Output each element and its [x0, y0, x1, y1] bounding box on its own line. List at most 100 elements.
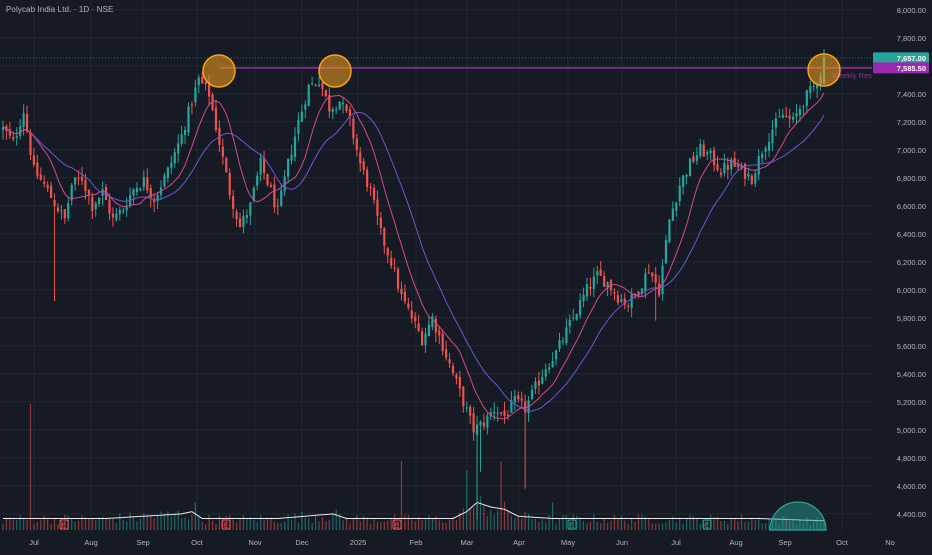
- candle-body: [283, 176, 286, 192]
- volume-bar: [77, 520, 80, 530]
- candle: [802, 104, 805, 117]
- volume-bar: [376, 521, 379, 530]
- candle: [379, 212, 382, 235]
- volume-bar: [490, 510, 492, 530]
- candle-body: [43, 181, 46, 184]
- volume-bar: [455, 519, 458, 530]
- exchange-label: NSE: [96, 5, 114, 14]
- y-tick-label: 7,400.00: [897, 90, 926, 99]
- ma-fast-line: [2, 92, 825, 420]
- candle: [441, 329, 444, 356]
- x-tick-label: Sep: [778, 538, 791, 547]
- candle-body: [661, 265, 664, 295]
- candle-body: [675, 202, 678, 211]
- candle-body: [558, 340, 561, 349]
- volume-bar: [12, 519, 14, 530]
- candle: [383, 226, 386, 254]
- candle-body: [53, 200, 56, 207]
- volume-bar: [806, 517, 808, 530]
- resistance-label: Weekly Resistance: [832, 71, 896, 80]
- candle-body: [242, 215, 245, 228]
- volume-bar: [734, 518, 736, 530]
- candle: [599, 260, 602, 276]
- y-tick-label: 4,400.00: [897, 510, 926, 519]
- candle: [548, 363, 551, 374]
- volume-bar: [187, 519, 190, 530]
- volume-bar: [510, 515, 513, 530]
- candle-body: [441, 333, 444, 352]
- candle: [317, 76, 321, 88]
- candle: [153, 193, 156, 212]
- volume-bar: [40, 520, 42, 530]
- candle-body: [70, 184, 73, 201]
- y-tick-label: 8,000.00: [897, 6, 926, 15]
- volume-bar: [744, 522, 746, 530]
- volume-bar: [459, 512, 461, 530]
- chart-title: Polycab India Ltd. · 1D · NSE: [6, 5, 113, 14]
- candle: [214, 99, 218, 133]
- candle-body: [300, 111, 303, 122]
- volume-highlight-circle: [769, 501, 827, 531]
- candle-body: [84, 180, 87, 192]
- price-axis-bg: [872, 0, 932, 550]
- x-tick-label: Jul: [671, 538, 681, 547]
- candle: [671, 201, 674, 221]
- candle-body: [359, 152, 362, 164]
- volume-bar: [703, 521, 705, 530]
- candle-body: [60, 210, 63, 212]
- earnings-marker: E: [702, 519, 712, 530]
- volume-bar: [253, 519, 255, 530]
- candle-body: [80, 176, 84, 181]
- candle: [256, 171, 259, 191]
- candle-body: [798, 108, 802, 116]
- candle-body: [778, 116, 781, 118]
- candle: [740, 162, 743, 171]
- volume-bar: [531, 518, 533, 530]
- volume-bar: [730, 518, 732, 530]
- candle-body: [225, 158, 228, 173]
- title-separator: ·: [71, 5, 79, 14]
- volume-bar: [747, 521, 750, 530]
- candle: [25, 105, 29, 134]
- candle-body: [486, 415, 489, 429]
- volume-bar: [809, 525, 811, 530]
- candle: [809, 80, 812, 99]
- candle: [424, 327, 427, 353]
- candle-body: [235, 211, 238, 220]
- candle-body: [262, 157, 266, 173]
- volume-bar: [321, 517, 324, 530]
- candle: [36, 154, 39, 180]
- volume-bar: [651, 523, 653, 530]
- volume-bar: [716, 516, 719, 530]
- candle: [475, 415, 479, 520]
- title-separator: ·: [89, 5, 97, 14]
- x-tick-label: Dec: [295, 538, 309, 547]
- volume-bar: [631, 518, 633, 530]
- volume-bar: [665, 522, 667, 530]
- volume-bar: [260, 515, 262, 530]
- candle: [297, 112, 300, 142]
- candle-body: [654, 274, 657, 283]
- candle: [482, 413, 486, 431]
- volume-bar: [119, 513, 121, 530]
- earnings-marker: E: [59, 519, 69, 530]
- candle-body: [627, 305, 630, 307]
- candle: [658, 275, 661, 298]
- y-tick-label: 5,600.00: [897, 342, 926, 351]
- candle-body: [135, 188, 139, 193]
- candle-body: [788, 115, 791, 119]
- candle-body: [56, 207, 60, 212]
- volume-bar: [448, 519, 451, 530]
- volume-bar: [23, 517, 25, 530]
- candle-body: [410, 310, 413, 319]
- candle: [455, 372, 458, 385]
- candle: [63, 209, 66, 224]
- candle-body: [455, 374, 458, 379]
- candle-body: [633, 293, 637, 295]
- candle: [414, 312, 417, 329]
- candle-body: [266, 174, 269, 186]
- volume-bar: [29, 403, 32, 530]
- volume-bar: [421, 519, 423, 530]
- candle-body: [589, 286, 592, 289]
